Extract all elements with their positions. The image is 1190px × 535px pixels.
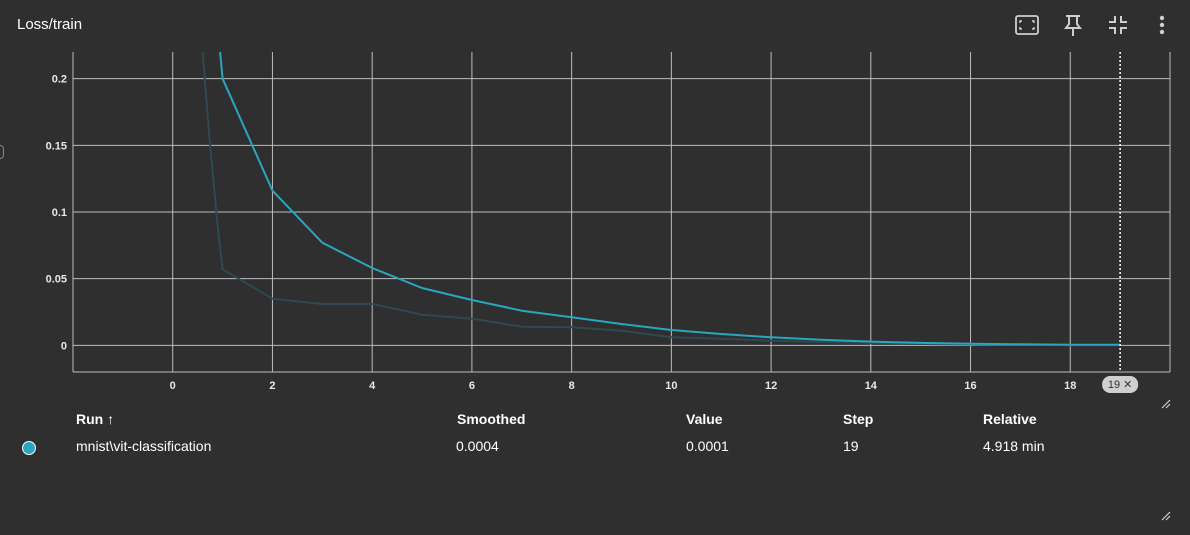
fit-domain-icon[interactable] [1014,12,1040,38]
y-tick-label: 0.2 [52,74,67,86]
cell-relative: 4.918 min [983,438,1045,454]
cell-step: 19 [843,438,859,454]
cursor-badge-label: 19 ✕ [1108,379,1133,391]
x-tick-label: 18 [1064,380,1076,392]
y-tick-label: 0.15 [46,140,67,152]
run-color-dot [22,441,36,455]
x-tick-label: 4 [369,380,376,392]
y-tick-label: 0.1 [52,207,67,219]
y-tick-label: 0 [61,340,67,352]
step-cursor: 19 ✕ [1102,52,1139,393]
cell-smoothed: 0.0004 [456,438,499,454]
header-run[interactable]: Run ↑ [76,411,115,427]
series-line-smoothed [219,52,1121,346]
header-step: Step [843,411,874,427]
resize-handle-icon[interactable] [1161,508,1171,521]
card-header: Loss/train [0,0,1190,50]
cell-value: 0.0001 [686,438,729,454]
x-tick-label: 10 [665,380,677,392]
chart-axes: 0 0.05 0.1 0.15 0.2 0 2 4 6 8 10 12 14 16 18 [46,74,1077,392]
x-tick-label: 2 [269,380,275,392]
more-vert-icon[interactable] [1149,12,1175,38]
pin-icon[interactable] [1060,12,1086,38]
y-tick-label: 0.05 [46,274,67,286]
x-tick-label: 0 [170,380,176,392]
chart-series [201,52,1121,347]
series-line-raw [201,52,1121,347]
line-chart[interactable]: 0 0.05 0.1 0.15 0.2 0 2 4 6 8 10 12 14 16 18 19 ✕ [0,0,1190,400]
x-tick-label: 12 [765,380,777,392]
card-title: Loss/train [17,16,83,33]
cell-run: mnist\vit-classification [76,438,212,454]
x-tick-label: 8 [569,380,575,392]
x-tick-label: 6 [469,380,475,392]
header-smoothed: Smoothed [457,411,526,427]
collapse-icon[interactable] [1105,12,1131,38]
cursor-badge [1102,376,1139,393]
header-relative: Relative [983,411,1037,427]
chart-grid [72,52,1171,373]
header-value: Value [686,411,723,427]
resize-handle-icon[interactable] [1161,396,1171,409]
x-tick-label: 14 [865,380,878,392]
x-tick-label: 16 [964,380,976,392]
